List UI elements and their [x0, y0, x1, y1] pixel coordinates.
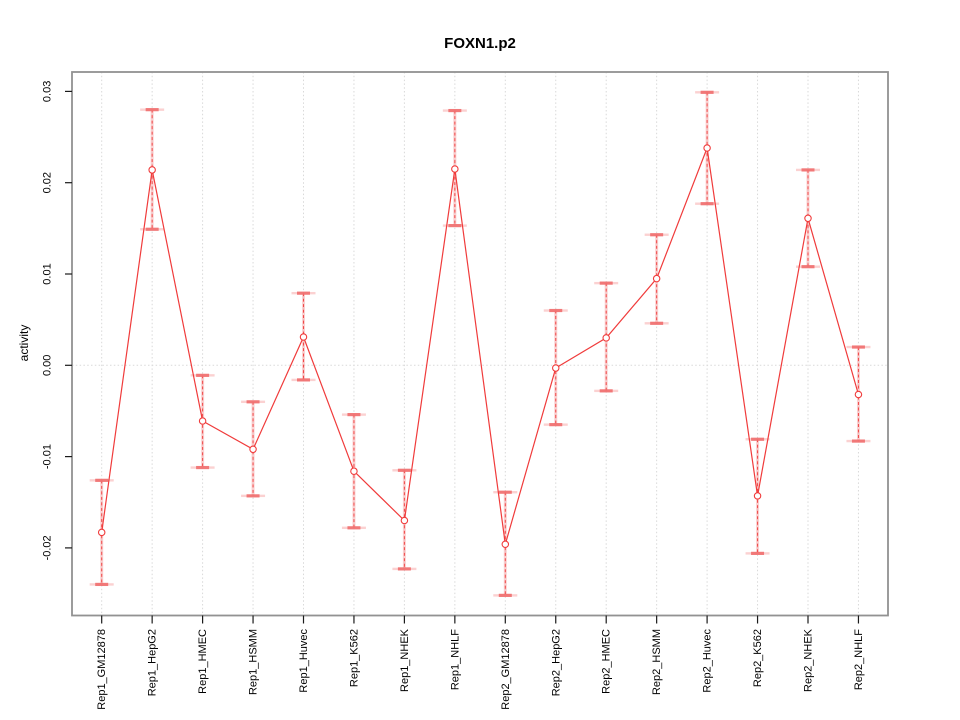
- x-tick-label: Rep1_NHLF: [449, 629, 461, 690]
- x-tick-label: Rep2_NHEK: [803, 628, 815, 692]
- x-tick-label: Rep1_HepG2: [147, 629, 159, 696]
- x-tick-label: Rep1_K562: [348, 629, 360, 687]
- error-bars: [89, 90, 871, 597]
- x-tick-label: Rep1_Huvec: [298, 629, 310, 693]
- x-tick-label: Rep2_HSMM: [651, 629, 663, 695]
- y-tick-label: -0.02: [42, 535, 54, 560]
- x-tick-label: Rep2_GM12878: [500, 629, 512, 710]
- x-tick-label: Rep2_HepG2: [550, 629, 562, 696]
- y-tick-label: 0.02: [42, 172, 54, 193]
- y-tick-label: 0.00: [42, 355, 54, 376]
- x-tick-label: Rep2_HMEC: [601, 629, 613, 694]
- data-series: [97, 144, 863, 548]
- x-tick-label: Rep1_NHEK: [399, 628, 411, 692]
- x-tick-label: Rep1_HSMM: [248, 629, 260, 695]
- tick-labels: 0.03 0.02 0.01 0.00 -0.01 -0.02 Rep1_GM12878 Re…: [42, 81, 865, 710]
- x-tick-label: Rep1_GM12878: [96, 629, 108, 710]
- gridlines: [72, 72, 888, 616]
- x-tick-label: Rep2_K562: [752, 629, 764, 687]
- y-tick-label: 0.01: [42, 263, 54, 284]
- x-tick-label: Rep1_HMEC: [197, 629, 209, 694]
- x-tick-label: Rep2_Huvec: [702, 629, 714, 693]
- y-axis-label: activity: [17, 325, 31, 362]
- chart-title: FOXN1.p2: [444, 35, 516, 52]
- y-tick-label: -0.01: [42, 444, 54, 469]
- x-tick-label: Rep2_NHLF: [853, 629, 865, 690]
- plot-frame: [65, 71, 889, 624]
- y-tick-label: 0.03: [42, 81, 54, 102]
